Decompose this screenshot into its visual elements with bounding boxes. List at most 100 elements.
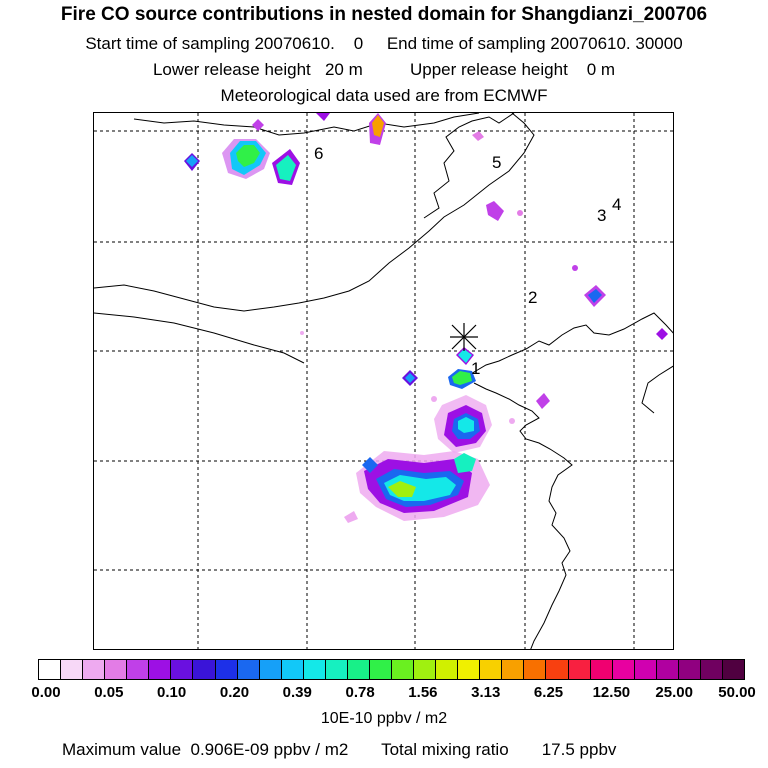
colorbar-swatch (215, 660, 238, 679)
colorbar-swatch (612, 660, 635, 679)
met-data-line: Meteorological data used are from ECMWF (220, 86, 548, 105)
colorbar-swatch (149, 660, 172, 679)
summary-line: Maximum value 0.906E-09 ppbv / m2 Total … (62, 740, 616, 760)
upper-release-label: Upper release height (409, 60, 568, 79)
plume-patch (276, 155, 296, 181)
colorbar-swatch (656, 660, 679, 679)
plume-patch (300, 331, 304, 335)
max-value-label: Maximum value (62, 740, 182, 759)
plume-patch (656, 328, 668, 340)
map-boundaries (94, 113, 673, 649)
plume-patch (431, 396, 437, 402)
plume-patch (536, 393, 550, 409)
colorbar-swatch (700, 660, 723, 679)
colorbar-swatch (171, 660, 194, 679)
colorbar-swatch (524, 660, 547, 679)
end-time-value: 20070610. 30000 (550, 34, 683, 53)
colorbar-swatch (347, 660, 370, 679)
receptor-marker (450, 323, 478, 351)
station-label-2: 2 (528, 288, 537, 307)
colorbar-tick-label: 0.20 (219, 684, 250, 701)
colorbar-swatch (105, 660, 128, 679)
coastline (453, 312, 673, 384)
start-time-value: 20070610. 0 (254, 34, 364, 53)
colorbar-swatch (61, 660, 84, 679)
plume-patch (362, 457, 378, 473)
colorbar-tick-label: 6.25 (533, 684, 564, 701)
map-gridlines (94, 113, 673, 649)
boundary-line (94, 312, 305, 364)
plume-patch (405, 373, 415, 383)
total-mixing-label: Total mixing ratio (381, 740, 509, 759)
plume-patch (472, 131, 484, 141)
sampling-times: Start time of sampling 20070610. 0 End t… (0, 34, 768, 54)
station-label-1: 1 (471, 359, 480, 378)
plume-patch (344, 511, 358, 523)
colorbar-tick-label: 0.00 (31, 684, 61, 701)
colorbar-swatch (678, 660, 701, 679)
station-label-6: 6 (314, 144, 323, 163)
colorbar-swatch (392, 660, 415, 679)
colorbar-swatch (590, 660, 613, 679)
station-label-3: 3 (597, 206, 606, 225)
plume-patch (236, 145, 260, 167)
colorbar-tick-label: 0.05 (94, 684, 124, 701)
coastline (641, 365, 673, 414)
colorbar-swatch (502, 660, 525, 679)
upper-release-value: 0 m (586, 60, 616, 79)
station-label-5: 5 (492, 153, 501, 172)
colorbar-swatch (259, 660, 282, 679)
plume-patch (572, 265, 578, 271)
colorbar-tick-label: 0.39 (282, 684, 312, 701)
colorbar-swatch (480, 660, 503, 679)
colorbar-tick-label: 0.10 (157, 684, 187, 701)
total-mixing-value: 17.5 ppbv (541, 740, 617, 759)
plume-patch (452, 371, 472, 385)
colorbar-unit: 10E-10 ppbv / m2 (320, 710, 448, 727)
colorbar-swatch (127, 660, 150, 679)
colorbar-swatch (546, 660, 569, 679)
plume-patch (509, 418, 515, 424)
plume-patch (252, 119, 264, 131)
plume-patch (517, 210, 523, 216)
plume-patch (372, 115, 384, 137)
plume-patch (458, 417, 474, 433)
map-svg: 1 2 3 4 5 6 (94, 113, 673, 649)
colorbar-swatch (83, 660, 106, 679)
colorbar-tick-label: 1.56 (408, 684, 438, 701)
plume-patch (388, 481, 416, 497)
colorbar-swatch (325, 660, 348, 679)
colorbar-swatch (39, 660, 62, 679)
colorbar-tick-label: 0.78 (345, 684, 375, 701)
colorbar-swatch (634, 660, 657, 679)
plume-patch (454, 453, 476, 473)
end-time-label: End time of sampling (386, 34, 546, 53)
colorbar-swatch (193, 660, 216, 679)
colorbar-swatch (237, 660, 260, 679)
max-value: 0.906E-09 ppbv / m2 (190, 740, 349, 759)
boundary-line (423, 113, 515, 219)
colorbar (38, 659, 745, 680)
plume-patch (186, 155, 198, 167)
chart-title: Fire CO source contributions in nested d… (60, 4, 708, 25)
lower-release-value: 20 m (324, 60, 363, 79)
plume-patch (316, 113, 330, 121)
plume-patch (588, 289, 602, 303)
coastline (473, 382, 573, 649)
boundary-line (94, 113, 535, 312)
boundary-line (133, 113, 480, 136)
station-label-4: 4 (612, 195, 621, 214)
colorbar-tick-label: 3.13 (471, 684, 501, 701)
plume-patch (486, 201, 504, 221)
colorbar-swatch (369, 660, 392, 679)
colorbar-swatch (414, 660, 437, 679)
map-panel: 1 2 3 4 5 6 (93, 112, 674, 650)
colorbar-swatch (303, 660, 326, 679)
colorbar-tick-label: 25.00 (655, 684, 693, 701)
plume-patch (458, 349, 472, 363)
colorbar-swatch (568, 660, 591, 679)
colorbar-tick-label: 12.50 (592, 684, 631, 701)
station-labels: 1 2 3 4 5 6 (314, 144, 621, 378)
colorbar-swatch (722, 660, 744, 679)
colorbar-tick-label: 50.00 (718, 684, 756, 701)
